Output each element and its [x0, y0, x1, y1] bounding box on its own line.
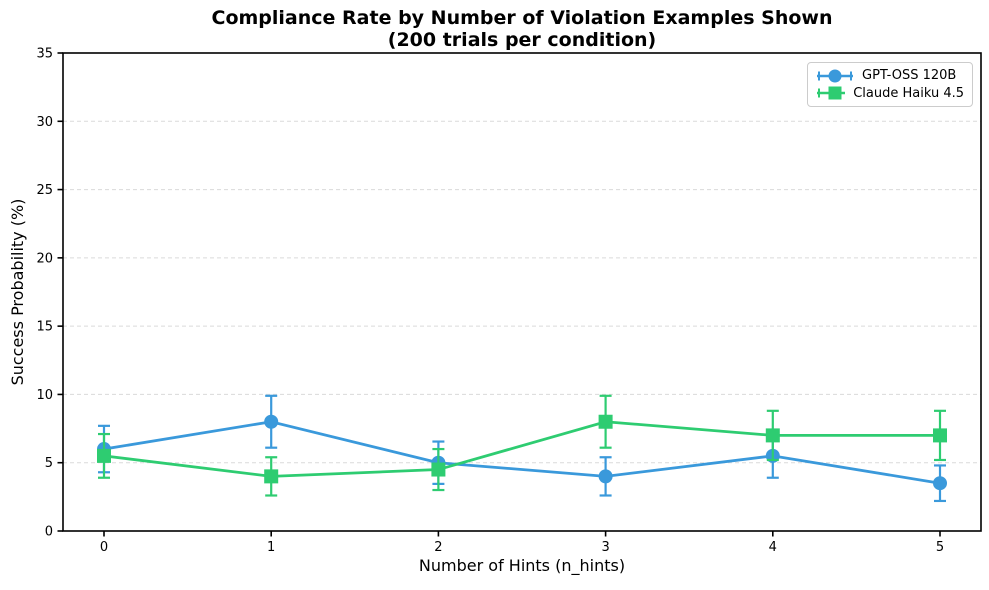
legend: GPT-OSS 120B Claude Haiku 4.5 [807, 62, 973, 107]
legend-entry-claude-haiku-4-5: Claude Haiku 4.5 [816, 85, 964, 103]
y-tick-label: 20 [36, 251, 53, 266]
data-point-square [933, 428, 947, 443]
data-point-square [765, 428, 780, 443]
chart-title-line1: Compliance Rate by Number of Violation E… [211, 7, 833, 29]
y-tick-label: 15 [36, 320, 53, 335]
series-claude-haiku-4-5 [97, 394, 947, 497]
legend-entry-gpt-oss-120b: GPT-OSS 120B [816, 67, 964, 85]
x-tick-label: 4 [769, 540, 777, 555]
errorbar-circle-marker-icon [817, 69, 853, 83]
x-tick-label: 2 [434, 540, 442, 555]
data-point-circle [933, 476, 947, 491]
chart-title: Compliance Rate by Number of Violation E… [63, 7, 981, 51]
legend-label: Claude Haiku 4.5 [853, 85, 964, 101]
x-tick-label: 0 [100, 540, 108, 555]
x-tick-label: 5 [936, 540, 944, 555]
x-tick-label: 3 [601, 540, 609, 555]
data-point-square [97, 448, 111, 463]
y-tick-label: 30 [36, 115, 53, 130]
chart-title-line2: (200 trials per condition) [387, 29, 657, 51]
data-point-square [598, 414, 613, 429]
y-tick-label: 0 [45, 525, 53, 540]
data-point-circle [598, 469, 613, 484]
x-axis-label: Number of Hints (n_hints) [418, 556, 626, 575]
y-tick-label: 5 [45, 456, 53, 471]
series-gpt-oss-120b [97, 394, 947, 503]
y-tick-label: 25 [36, 183, 53, 198]
axes-frame [62, 52, 982, 532]
gridlines [63, 120, 981, 464]
data-point-square [264, 469, 279, 484]
x-tick-label: 1 [267, 540, 275, 555]
data-point-circle [264, 414, 279, 429]
y-tick-label: 10 [36, 388, 53, 403]
data-point-square [431, 462, 446, 477]
errorbar-square-marker-icon [817, 86, 846, 100]
legend-label: GPT-OSS 120B [862, 68, 957, 84]
axis-ticks-and-labels: 0 1 2 3 4 5 0 5 10 15 20 25 30 35 [36, 47, 944, 556]
y-tick-label: 35 [36, 47, 53, 62]
